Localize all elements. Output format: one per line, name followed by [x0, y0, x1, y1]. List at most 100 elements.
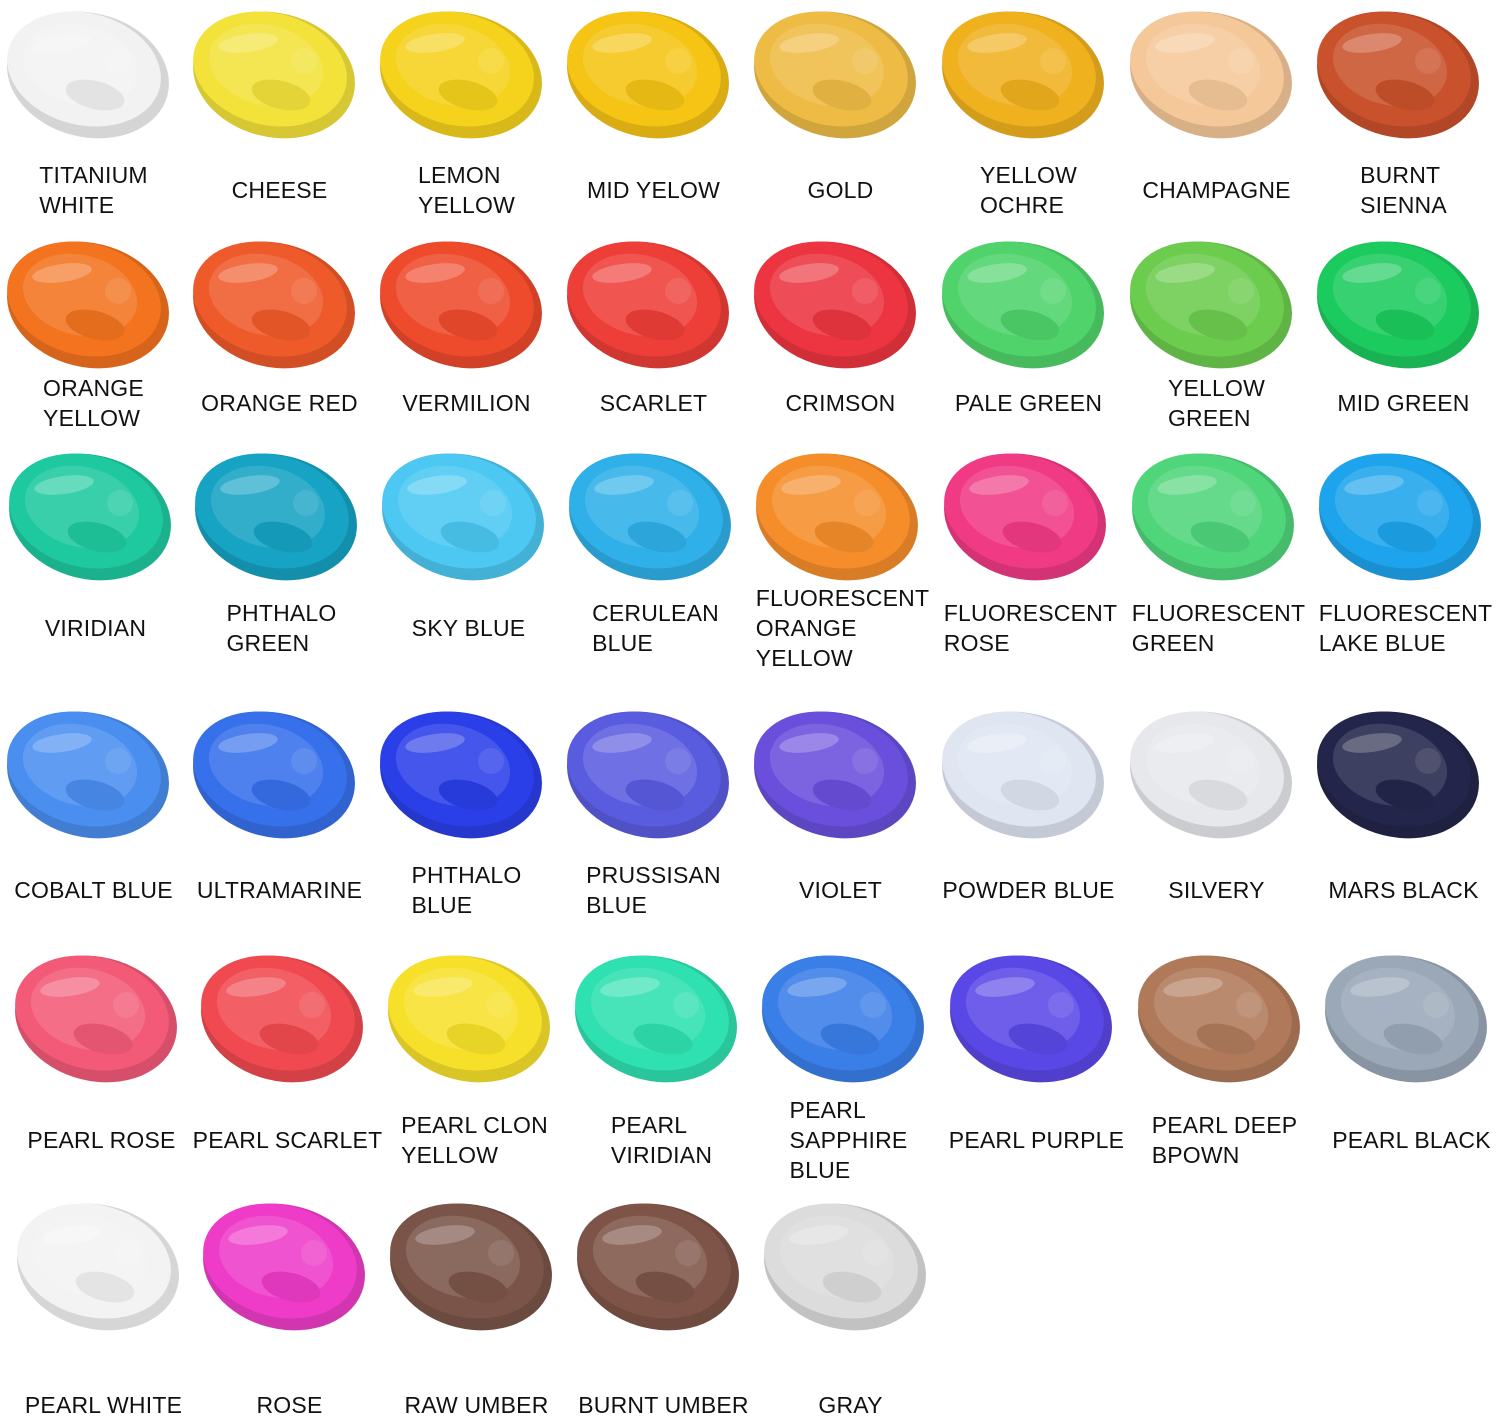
color-name: VIRIDIAN: [45, 613, 146, 643]
paint-blob: [567, 241, 729, 369]
color-name: SCARLET: [600, 388, 707, 418]
color-name-line: COBALT BLUE: [14, 877, 173, 903]
color-name-line: PEARL DEEP: [1151, 1112, 1298, 1138]
color-name-label: CHEESE: [186, 175, 373, 205]
color-name-line: FLUORESCENT: [1131, 600, 1306, 626]
color-name-label: PEARL SCARLET: [192, 1125, 383, 1155]
color-name-line: PEARL SCARLET: [192, 1127, 383, 1153]
paint-blob: [201, 955, 363, 1083]
color-name: MARS BLACK: [1328, 875, 1478, 905]
paint-blob: [1130, 11, 1292, 139]
color-name-label: VIOLET: [747, 875, 934, 905]
color-name-label: BURNT UMBER: [570, 1390, 757, 1419]
color-name: ORANGE RED: [201, 388, 358, 418]
paint-blob: [1325, 955, 1487, 1083]
color-name-label: SCARLET: [560, 388, 747, 418]
color-name: PEARL VIRIDIAN: [611, 1110, 712, 1170]
color-name: VIOLET: [799, 875, 882, 905]
color-name-label: CHAMPAGNE: [1123, 175, 1310, 205]
paint-blob: [944, 453, 1106, 581]
color-name: YELLOW OCHRE: [980, 160, 1077, 220]
color-name-line: PEARL: [789, 1097, 866, 1123]
color-name-line: ORANGE RED: [201, 390, 358, 416]
color-name-line: FLUORESCENT: [1318, 600, 1493, 626]
color-name-line: YELLOW: [755, 645, 853, 671]
color-name-line: ORANGE: [755, 615, 857, 641]
color-name-line: BPOWN: [1151, 1142, 1240, 1168]
paint-blob: [1130, 711, 1292, 839]
color-name-label: FLUORESCENT GREEN: [1125, 598, 1312, 658]
color-name-line: GREEN: [1167, 405, 1251, 431]
paint-blob: [754, 11, 916, 139]
paint-blob: [577, 1203, 739, 1331]
paint-blob: [1317, 711, 1479, 839]
paint-blob: [390, 1203, 552, 1331]
color-name-label: ULTRAMARINE: [186, 875, 373, 905]
color-name: CHAMPAGNE: [1142, 175, 1290, 205]
color-name-line: SILVERY: [1168, 877, 1265, 903]
color-name-label: LEMON YELLOW: [373, 160, 560, 220]
color-name-line: GOLD: [807, 177, 874, 203]
color-name-line: GREEN: [1131, 630, 1215, 656]
color-name-line: VIRIDIAN: [610, 1142, 713, 1168]
color-name-label: MARS BLACK: [1310, 875, 1496, 905]
color-name: PEARL DEEP BPOWN: [1152, 1110, 1298, 1170]
color-name-label: PEARL BLACK: [1318, 1125, 1496, 1155]
color-name-line: ULTRAMARINE: [196, 877, 363, 903]
paint-blob: [1138, 955, 1300, 1083]
color-name-label: TITANIUM WHITE: [0, 160, 187, 220]
color-name: PEARL BLACK: [1332, 1125, 1491, 1155]
color-name: PRUSSISAN BLUE: [586, 860, 721, 920]
color-name: PHTHALO BLUE: [411, 860, 521, 920]
color-name-line: MID GREEN: [1337, 390, 1470, 416]
color-name: CRIMSON: [785, 388, 895, 418]
paint-blob: [942, 711, 1104, 839]
paint-blob: [1130, 241, 1292, 369]
paint-blob: [567, 11, 729, 139]
color-name-label: FLUORESCENT ROSE: [937, 598, 1124, 658]
color-name-line: CRIMSON: [785, 390, 896, 416]
color-name: FLUORESCENT LAKE BLUE: [1319, 598, 1492, 658]
color-name-line: PHTHALO: [411, 862, 522, 888]
color-name-line: BURNT UMBER: [578, 1392, 749, 1418]
color-name: GRAY: [818, 1390, 882, 1419]
paint-blob: [380, 241, 542, 369]
color-name: PALE GREEN: [955, 388, 1102, 418]
color-name-label: PEARL WHITE: [10, 1390, 197, 1419]
color-name-label: FLUORESCENT LAKE BLUE: [1312, 598, 1496, 658]
color-name: YELLOW GREEN: [1168, 373, 1265, 433]
color-name-line: PEARL PURPLE: [948, 1127, 1125, 1153]
color-name-line: OCHRE: [979, 192, 1065, 218]
color-name-label: PEARL PURPLE: [943, 1125, 1130, 1155]
color-name-line: PALE GREEN: [954, 390, 1103, 416]
color-name: FLUORESCENT ROSE: [944, 598, 1117, 658]
color-name-line: BLUE: [586, 892, 648, 918]
color-name: BURNT SIENNA: [1360, 160, 1447, 220]
color-name-line: ROSE: [943, 630, 1010, 656]
color-name-line: BURNT: [1360, 162, 1441, 188]
color-name: ROSE: [257, 1390, 323, 1419]
color-name-line: VERMILION: [402, 390, 531, 416]
paint-blob: [17, 1203, 179, 1331]
color-name-line: SCARLET: [599, 390, 708, 416]
color-name-label: CERULEAN BLUE: [562, 598, 749, 658]
paint-blob: [569, 453, 731, 581]
paint-blob: [193, 711, 355, 839]
paint-blob: [15, 955, 177, 1083]
color-name: PEARL CLON YELLOW: [401, 1110, 548, 1170]
color-name-line: SAPPHIRE: [789, 1127, 908, 1153]
color-name-label: FLUORESCENT ORANGE YELLOW: [749, 583, 936, 673]
color-name: FLUORESCENT ORANGE YELLOW: [756, 583, 929, 673]
paint-blob: [193, 241, 355, 369]
color-name-line: PRUSSISAN: [586, 862, 721, 888]
paint-blob: [756, 453, 918, 581]
color-name-line: PHTHALO: [226, 600, 337, 626]
color-name-line: PEARL CLON: [401, 1112, 548, 1138]
color-name-label: ORANGE RED: [186, 388, 373, 418]
color-name-line: FLUORESCENT: [943, 600, 1118, 626]
color-name-line: PEARL: [610, 1112, 688, 1138]
color-name-line: YELLOW: [417, 192, 516, 218]
color-name-label: PHTHALO BLUE: [373, 860, 560, 920]
color-name-label: ORANGE YELLOW: [0, 373, 187, 433]
